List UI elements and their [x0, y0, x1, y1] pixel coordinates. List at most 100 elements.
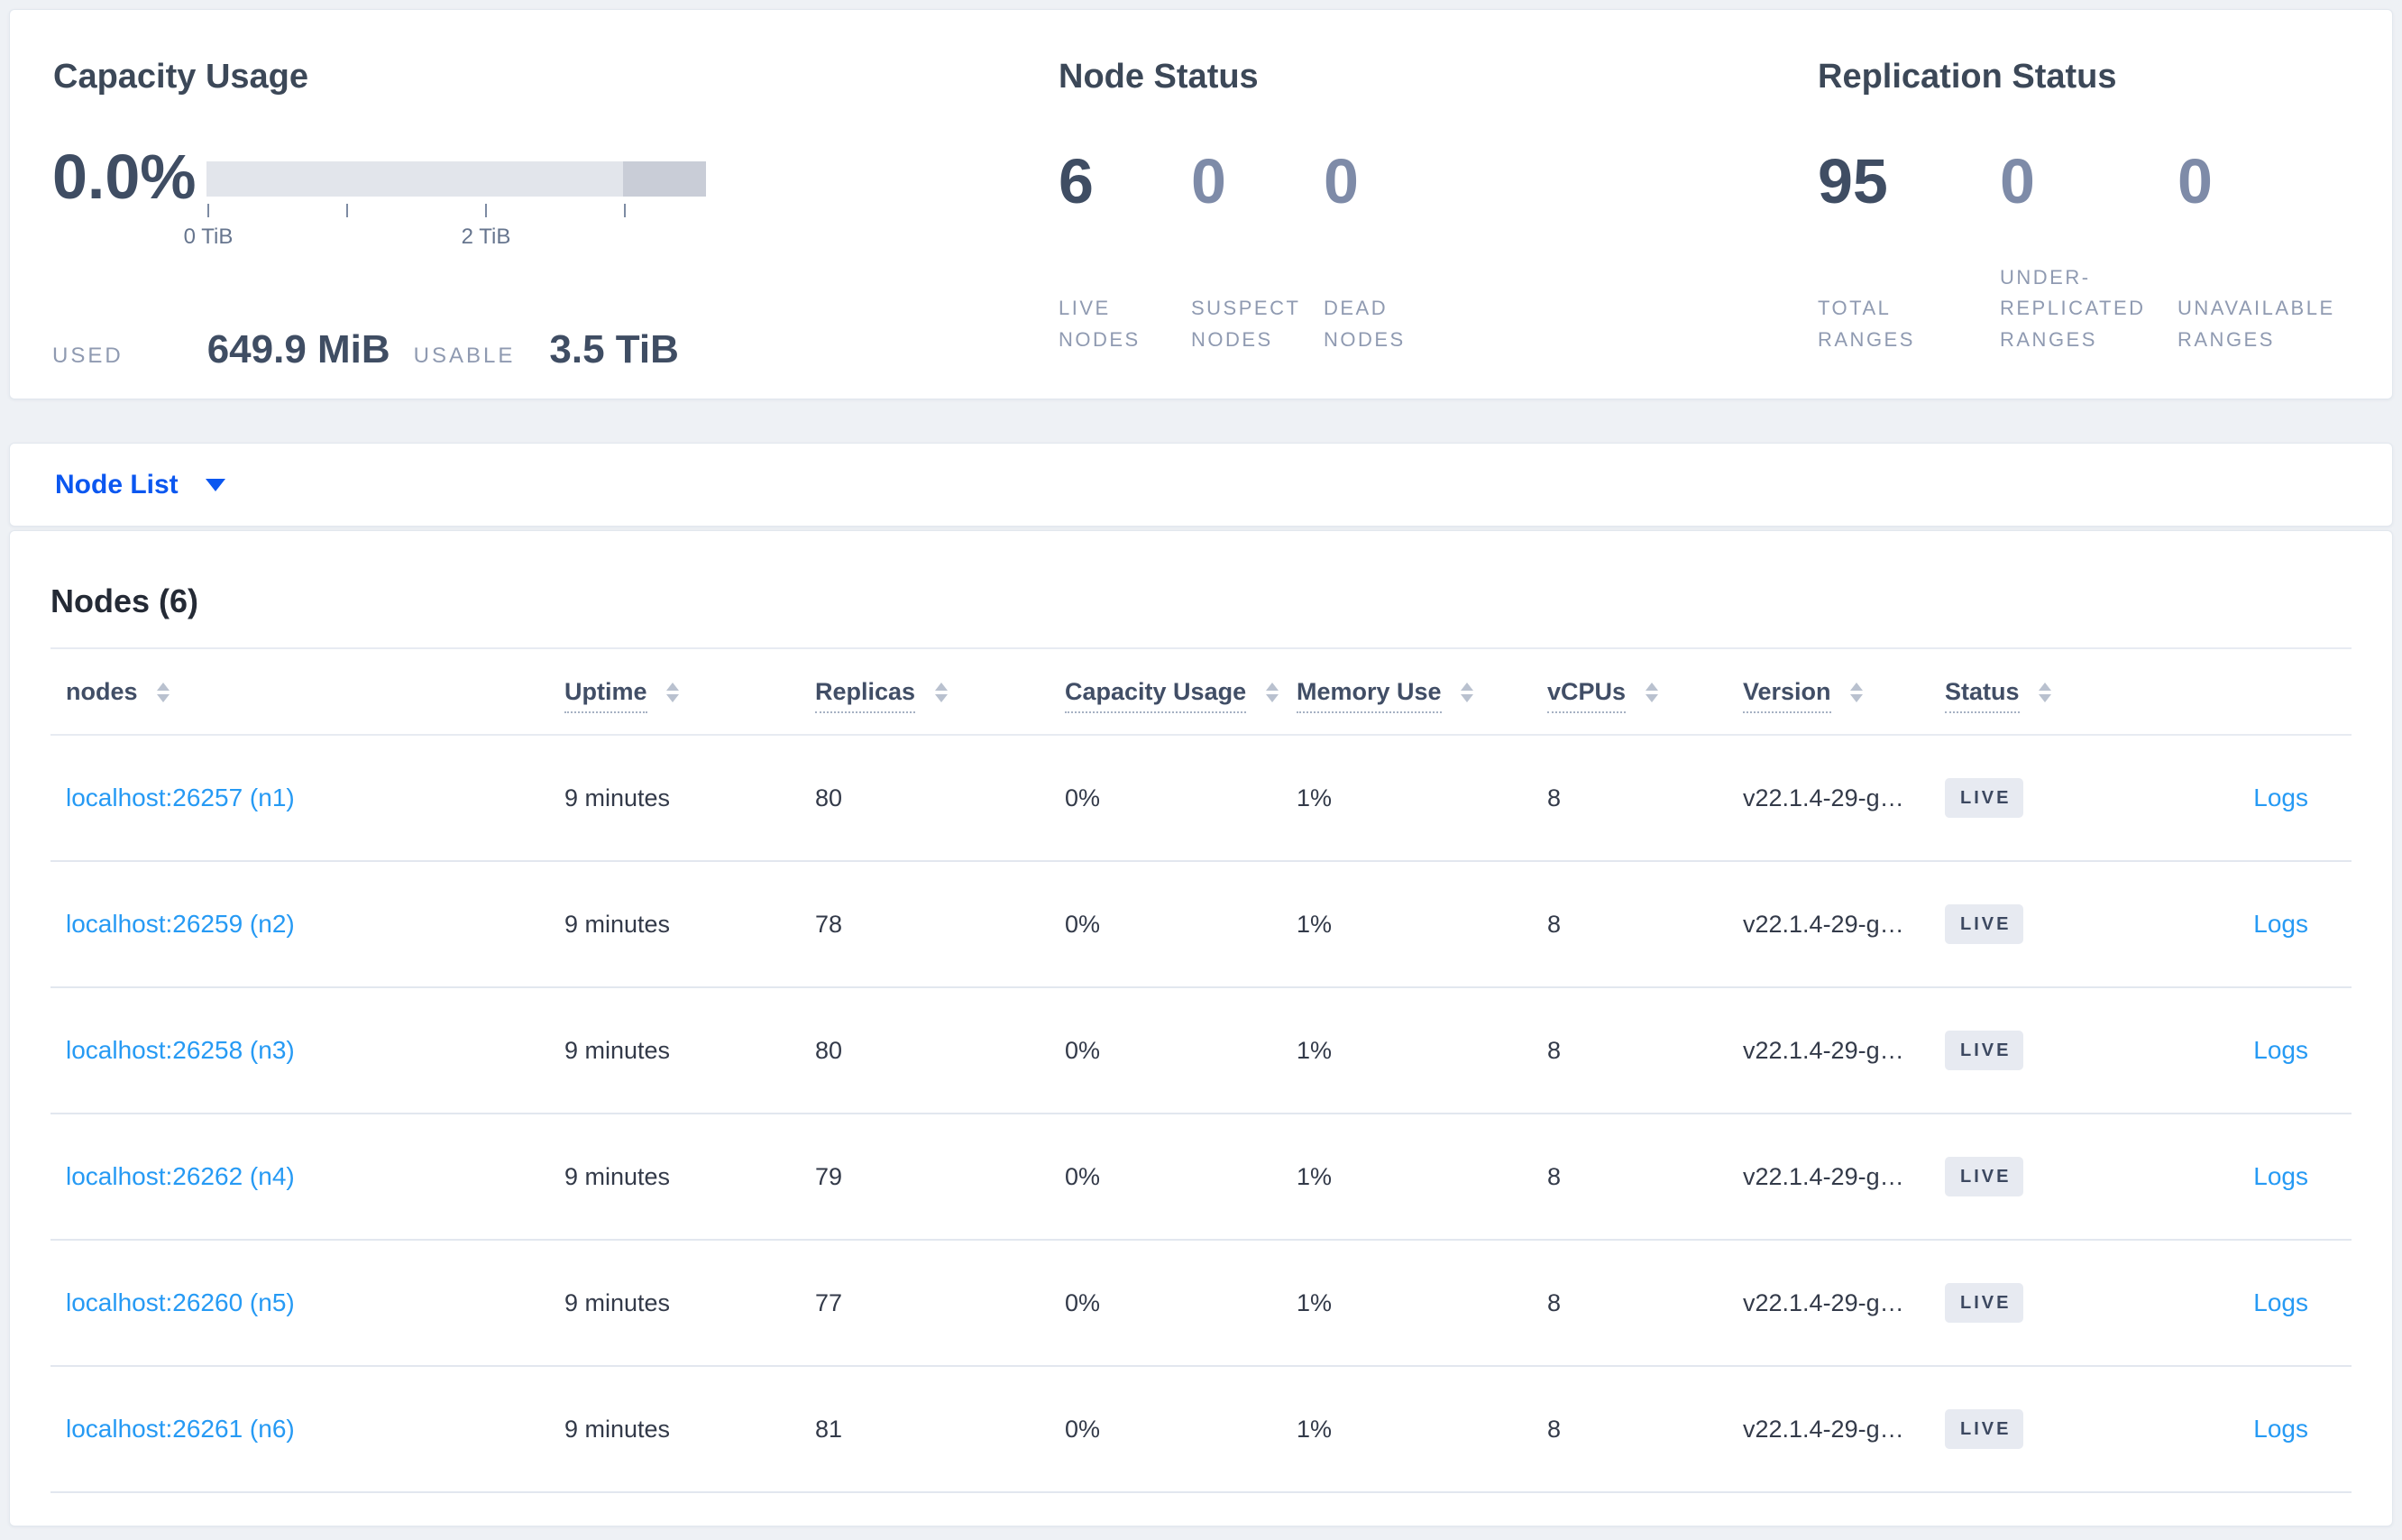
logs-cell: Logs — [2165, 1415, 2353, 1444]
table-row: localhost:26261 (n6) 9 minutes 81 0% 1% … — [50, 1367, 2352, 1493]
node-link[interactable]: localhost:26262 (n4) — [66, 1162, 295, 1190]
under-replicated-ranges-label: UNDER-REPLICATED RANGES — [2000, 266, 2146, 351]
status-cell: LIVE — [1945, 1409, 2165, 1449]
replicas-cell: 79 — [815, 1162, 843, 1190]
column-header-status[interactable]: Status — [1945, 677, 2165, 713]
under-replicated-ranges-stat: 0 UNDER-REPLICATED RANGES — [2000, 150, 2177, 355]
column-header-vcpus[interactable]: vCPUs — [1547, 677, 1743, 713]
logs-link[interactable]: Logs — [2253, 1162, 2308, 1190]
capacity-bar-dark-segment — [623, 161, 706, 197]
capacity-cell: 0% — [1065, 1162, 1101, 1190]
sort-icon — [157, 683, 170, 703]
uptime-cell: 9 minutes — [564, 1036, 671, 1064]
node-cell: localhost:26257 (n1) — [50, 784, 564, 812]
column-header-label: vCPUs — [1547, 677, 1627, 713]
memory-cell: 1% — [1297, 1036, 1333, 1064]
column-header-capacity-usage[interactable]: Capacity Usage — [1065, 677, 1297, 713]
capacity-axis-tick — [485, 204, 487, 217]
under-replicated-ranges-value: 0 — [2000, 145, 2035, 216]
vcpus-cell: 8 — [1547, 1415, 1562, 1443]
logs-cell: Logs — [2165, 1288, 2353, 1317]
status-badge: LIVE — [1945, 904, 2024, 944]
suspect-nodes-label: SUSPECT NODES — [1191, 297, 1301, 351]
dead-nodes-value: 0 — [1324, 145, 1359, 216]
node-cell: localhost:26259 (n2) — [50, 910, 564, 939]
column-header-label: Status — [1945, 677, 2020, 713]
uptime-cell: 9 minutes — [564, 1415, 671, 1443]
status-cell: LIVE — [1945, 904, 2165, 944]
capacity-used-usable-row: USED 649.9 MiB USABLE 3.5 TiB — [52, 327, 679, 372]
column-header-label: Version — [1743, 677, 1831, 713]
column-header-memory-use[interactable]: Memory Use — [1297, 677, 1547, 713]
uptime-cell: 9 minutes — [564, 784, 671, 811]
sort-icon — [2039, 683, 2052, 703]
logs-cell: Logs — [2165, 784, 2353, 812]
column-header-version[interactable]: Version — [1743, 677, 1945, 713]
uptime-cell: 9 minutes — [564, 1162, 671, 1190]
logs-cell: Logs — [2165, 1162, 2353, 1191]
node-link[interactable]: localhost:26261 (n6) — [66, 1415, 295, 1443]
live-nodes-stat: 6 LIVE NODES — [1059, 150, 1191, 355]
sort-icon — [1265, 683, 1279, 703]
node-status-title: Node Status — [1059, 58, 1259, 96]
column-header-nodes[interactable]: nodes — [50, 678, 564, 706]
logs-link[interactable]: Logs — [2253, 1415, 2308, 1443]
logs-cell: Logs — [2165, 910, 2353, 939]
replicas-cell: 81 — [815, 1415, 843, 1443]
status-cell: LIVE — [1945, 1031, 2165, 1070]
capacity-cell: 0% — [1065, 784, 1101, 811]
node-link[interactable]: localhost:26259 (n2) — [66, 910, 295, 938]
logs-link[interactable]: Logs — [2253, 784, 2308, 811]
node-list-dropdown[interactable]: Node List — [55, 469, 179, 500]
node-link[interactable]: localhost:26258 (n3) — [66, 1036, 295, 1064]
capacity-usage-bar — [206, 161, 706, 197]
logs-link[interactable]: Logs — [2253, 1036, 2308, 1064]
total-ranges-label: TOTAL RANGES — [1818, 297, 1915, 351]
unavailable-ranges-value: 0 — [2177, 145, 2213, 216]
version-cell: v22.1.4-29-g… — [1743, 910, 1904, 938]
view-selector-bar: Node List — [9, 443, 2393, 527]
vcpus-cell: 8 — [1547, 1162, 1562, 1190]
total-ranges-stat: 95 TOTAL RANGES — [1818, 150, 2000, 355]
memory-cell: 1% — [1297, 1415, 1333, 1443]
node-cell: localhost:26258 (n3) — [50, 1036, 564, 1065]
memory-cell: 1% — [1297, 1162, 1333, 1190]
suspect-nodes-stat: 0 SUSPECT NODES — [1191, 150, 1324, 355]
status-badge: LIVE — [1945, 1031, 2024, 1070]
capacity-cell: 0% — [1065, 1415, 1101, 1443]
capacity-cell: 0% — [1065, 1036, 1101, 1064]
node-cell: localhost:26262 (n4) — [50, 1162, 564, 1191]
column-header-uptime[interactable]: Uptime — [564, 677, 815, 713]
version-cell: v22.1.4-29-g… — [1743, 1415, 1904, 1443]
memory-cell: 1% — [1297, 1288, 1333, 1316]
sort-icon — [934, 683, 948, 703]
node-link[interactable]: localhost:26257 (n1) — [66, 784, 295, 811]
replicas-cell: 80 — [815, 1036, 843, 1064]
column-header-label: Capacity Usage — [1065, 677, 1247, 713]
replication-stats: 95 TOTAL RANGES 0 UNDER-REPLICATED RANGE… — [1818, 150, 2367, 355]
memory-cell: 1% — [1297, 910, 1333, 938]
used-value: 649.9 MiB — [206, 327, 390, 371]
node-link[interactable]: localhost:26260 (n5) — [66, 1288, 295, 1316]
chevron-down-icon[interactable] — [205, 478, 225, 491]
logs-link[interactable]: Logs — [2253, 1288, 2308, 1316]
version-cell: v22.1.4-29-g… — [1743, 1036, 1904, 1064]
logs-link[interactable]: Logs — [2253, 910, 2308, 938]
table-row: localhost:26258 (n3) 9 minutes 80 0% 1% … — [50, 988, 2352, 1114]
status-badge: LIVE — [1945, 1157, 2024, 1196]
capacity-used-percent: 0.0% — [52, 142, 197, 212]
dead-nodes-label: DEAD NODES — [1324, 297, 1406, 351]
capacity-axis-label-2: 2 TiB — [461, 225, 511, 249]
dead-nodes-stat: 0 DEAD NODES — [1324, 150, 1456, 355]
vcpus-cell: 8 — [1547, 910, 1562, 938]
version-cell: v22.1.4-29-g… — [1743, 784, 1904, 811]
logs-cell: Logs — [2165, 1036, 2353, 1065]
column-header-replicas[interactable]: Replicas — [815, 677, 1065, 713]
column-header-label: nodes — [66, 677, 138, 705]
table-row: localhost:26262 (n4) 9 minutes 79 0% 1% … — [50, 1114, 2352, 1241]
node-cell: localhost:26261 (n6) — [50, 1415, 564, 1444]
vcpus-cell: 8 — [1547, 1036, 1562, 1064]
replicas-cell: 78 — [815, 910, 843, 938]
used-label: USED — [52, 344, 124, 368]
suspect-nodes-value: 0 — [1191, 145, 1226, 216]
